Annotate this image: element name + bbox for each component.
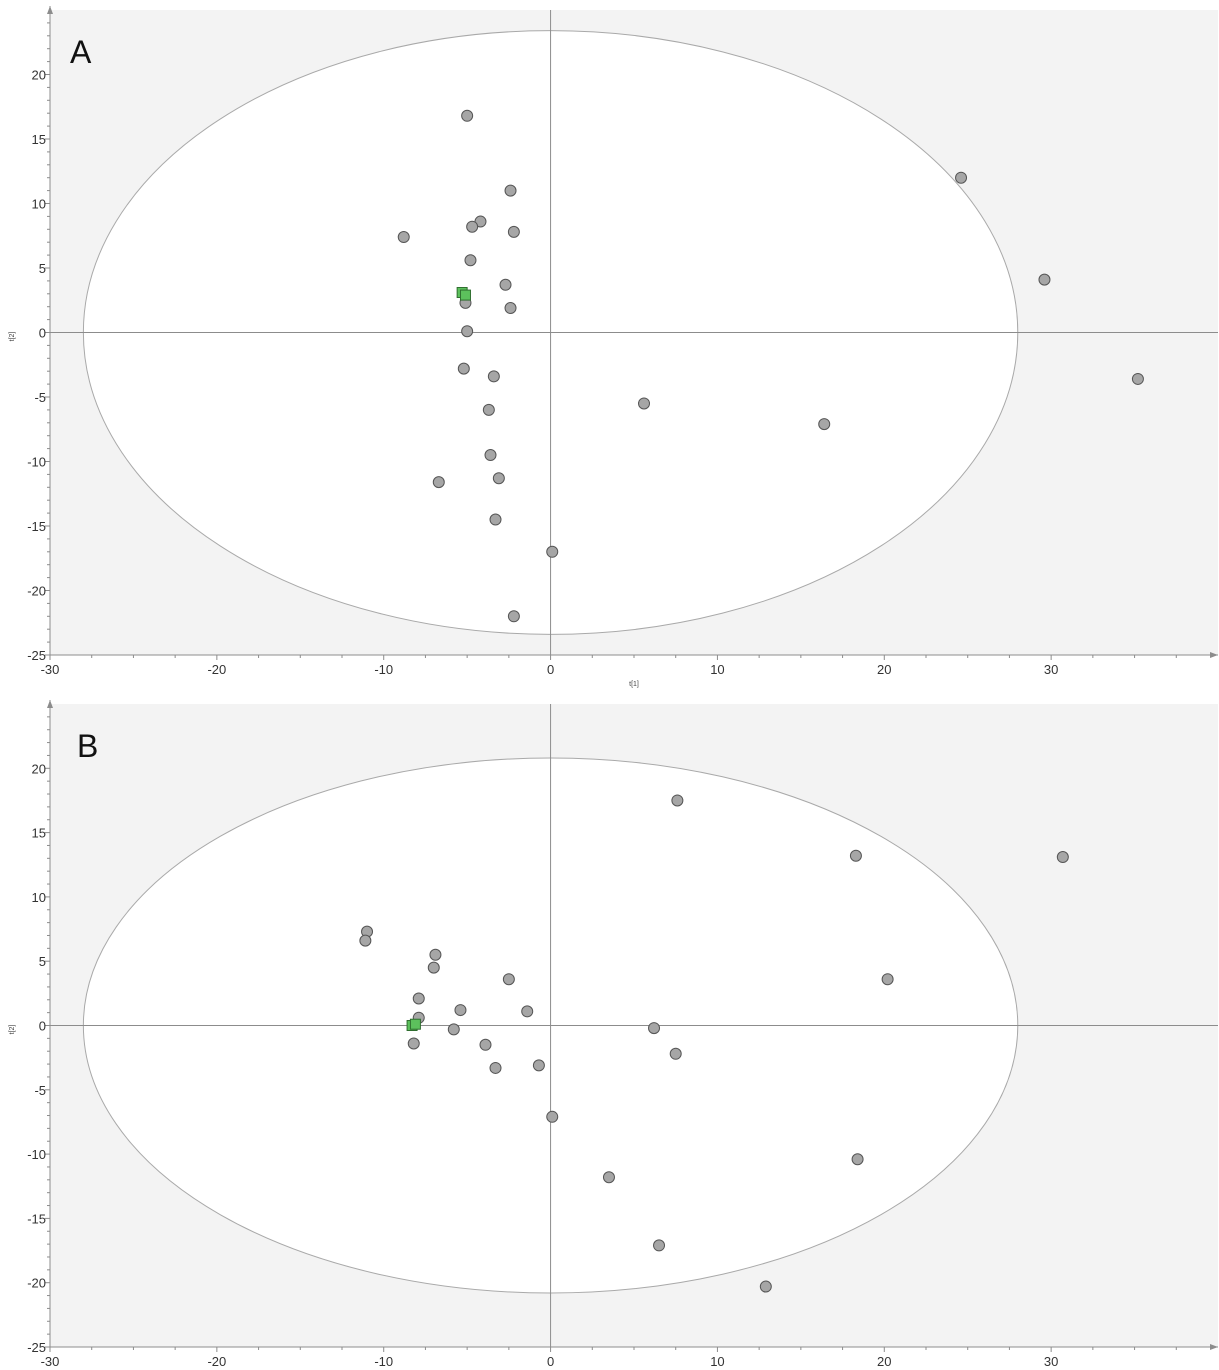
data-point [1038,273,1051,286]
data-point [1056,851,1069,864]
x-tick-label: 20 [877,1354,891,1369]
y-axis-title: t[2] [9,1025,16,1035]
y-tick-label: 20 [32,761,46,776]
panel-B: -30 -20 -10 0 10 20 30 -25 -20 -15 -10 -5 0 5 10 15 20 t[… [9,700,1218,1369]
data-point [532,1059,545,1072]
y-tick-label: 0 [39,1019,46,1034]
data-point [432,476,445,489]
y-tick-label: -20 [27,1276,46,1291]
data-point [669,1047,682,1060]
data-point [427,961,440,974]
x-tick-label: -20 [207,662,226,677]
data-point [499,278,512,291]
data-point [671,794,684,807]
x-tick-label: 10 [710,1354,724,1369]
y-tick-label: 5 [39,261,46,276]
y-tick-label: -25 [27,1340,46,1355]
data-point [482,403,495,416]
data-point [489,513,502,526]
data-point [487,370,500,383]
data-point [359,934,372,947]
data-point [484,449,497,462]
data-point [881,973,894,986]
x-tick-label: -10 [374,662,393,677]
data-point [653,1239,666,1252]
y-tick-label: -20 [27,584,46,599]
panel-A: -30 -20 -10 0 10 20 30 -25 -20 -15 -10 -5 0 5 10 15 20 t[… [9,6,1218,688]
data-point [546,1110,559,1123]
data-point [447,1023,460,1036]
data-point [412,992,425,1005]
y-tick-label: -5 [34,390,46,405]
data-point [507,610,520,623]
data-point [454,1004,467,1017]
x-tick-label: -20 [207,1354,226,1369]
data-point [851,1153,864,1166]
y-tick-label: -5 [34,1083,46,1098]
data-point [461,109,474,122]
data-point [407,1037,420,1050]
data-point [502,973,515,986]
data-point [464,254,477,267]
x-tick-label: 10 [710,662,724,677]
panel-label: A [70,34,92,70]
x-axis-title: t[1] [629,681,639,688]
y-axis-arrow [47,700,53,708]
x-tick-label: 0 [547,662,554,677]
x-tick-label: 30 [1044,1354,1058,1369]
y-tick-label: 5 [39,954,46,969]
data-point [461,325,474,338]
data-point [546,545,559,558]
x-tick-label: -10 [374,1354,393,1369]
panel-label: B [77,728,98,764]
data-point [504,301,517,314]
y-tick-label: 15 [32,826,46,841]
data-point [759,1280,772,1293]
x-tick-label: 30 [1044,662,1058,677]
y-tick-label: -15 [27,1211,46,1226]
y-tick-label: 10 [32,890,46,905]
y-axis-arrow [47,6,53,14]
data-point [504,184,517,197]
data-point [818,418,831,431]
data-point [849,849,862,862]
data-point [648,1022,661,1035]
data-point [602,1171,615,1184]
data-point [1131,372,1144,385]
data-point [521,1005,534,1018]
data-point [397,231,410,244]
y-tick-label: 15 [32,132,46,147]
y-tick-label: -25 [27,648,46,663]
data-point [429,948,442,961]
data-point [955,171,968,184]
y-tick-label: 10 [32,197,46,212]
data-point [638,397,651,410]
y-tick-label: -10 [27,455,46,470]
data-point [457,362,470,375]
x-axis-arrow [1210,1344,1218,1350]
y-axis-title: t[2] [9,332,16,342]
data-point [492,472,505,485]
x-tick-label: -30 [41,1354,60,1369]
y-tick-label: 20 [32,68,46,83]
x-axis-arrow [1210,652,1218,658]
y-tick-label: -15 [27,519,46,534]
data-point [479,1038,492,1051]
data-point [466,220,479,233]
x-tick-label: 20 [877,662,891,677]
x-tick-label: 0 [547,1354,554,1369]
highlight-point [409,1018,421,1030]
y-tick-label: 0 [39,326,46,341]
highlight-point [459,289,471,301]
y-tick-label: -10 [27,1147,46,1162]
x-tick-label: -30 [41,662,60,677]
data-point [507,225,520,238]
data-point [489,1061,502,1074]
